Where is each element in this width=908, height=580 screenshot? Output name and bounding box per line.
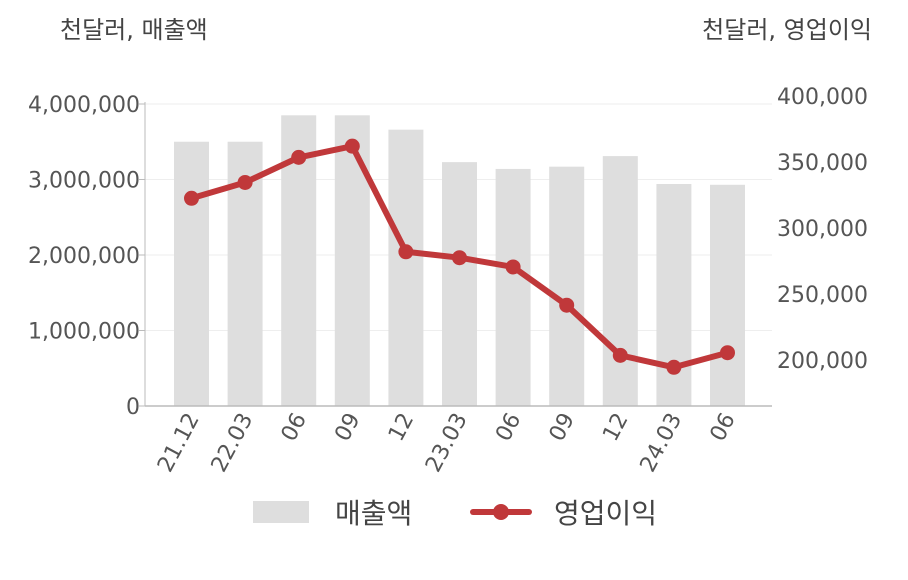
bar-revenue — [334, 115, 370, 406]
operating-profit-point — [559, 297, 575, 313]
right-axis-tick-label: 250,000 — [777, 283, 868, 308]
legend: 매출액 영업이익 — [0, 492, 908, 536]
bar-revenue — [549, 166, 585, 406]
combo-chart: 0 1,000,000 2,000,000 3,000,000 4,000,000 200… — [28, 85, 868, 476]
operating-profit-point — [612, 347, 628, 363]
left-axis-tick-label: 0 — [126, 395, 140, 420]
left-axis-unit: 천달러, 매출액 — [60, 16, 208, 44]
x-axis-tick-label: 21.12 — [153, 409, 205, 476]
operating-profit-point — [398, 244, 414, 260]
legend-item-operating-profit: 영업이익 — [470, 492, 657, 532]
operating-profit-point — [344, 138, 360, 154]
right-axis-tick-label: 400,000 — [777, 85, 868, 110]
x-axis-tick-label: 23.03 — [421, 409, 473, 476]
legend-bar-swatch — [253, 501, 309, 523]
x-axis-tick-label: 09 — [330, 409, 365, 445]
right-axis-tick-label: 200,000 — [777, 349, 868, 374]
legend-label-revenue: 매출액 — [335, 497, 413, 530]
x-axis-tick-label: 06 — [706, 409, 741, 445]
left-axis-tick-label: 4,000,000 — [28, 93, 140, 118]
x-axis-tick-label: 09 — [545, 409, 580, 445]
bar-revenue — [710, 184, 745, 406]
operating-profit-point — [237, 174, 253, 190]
right-axis-tick-label: 350,000 — [777, 151, 868, 176]
right-axis-tick-label: 300,000 — [777, 217, 868, 242]
right-axis-unit: 천달러, 영업이익 — [702, 16, 872, 44]
left-axis-tick-label: 1,000,000 — [28, 320, 140, 345]
x-axis-tick-label: 12 — [384, 409, 419, 445]
bar-revenue — [602, 156, 638, 406]
operating-profit-point — [505, 259, 521, 275]
operating-profit-point — [184, 190, 199, 206]
x-axis-tick-label: 12 — [598, 409, 633, 445]
left-axis-tick-label: 3,000,000 — [28, 169, 140, 194]
x-axis-tick-label: 22.03 — [207, 409, 259, 476]
operating-profit-point — [291, 149, 307, 165]
operating-profit-point — [720, 345, 735, 361]
bar-revenue — [442, 162, 477, 406]
x-axis-tick-label: 06 — [491, 409, 526, 445]
legend-item-revenue: 매출액 — [253, 492, 412, 532]
left-axis-tick-label: 2,000,000 — [28, 244, 140, 269]
operating-profit-point — [666, 359, 682, 375]
x-axis-tick-label: 06 — [277, 409, 312, 445]
legend-line-swatch — [470, 501, 532, 523]
bar-revenue — [174, 141, 209, 406]
bar-revenue — [388, 129, 424, 407]
operating-profit-point — [452, 250, 467, 266]
x-axis-tick-label: 24.03 — [636, 409, 688, 476]
bar-revenue — [495, 168, 531, 406]
legend-label-operating-profit: 영업이익 — [554, 497, 658, 530]
